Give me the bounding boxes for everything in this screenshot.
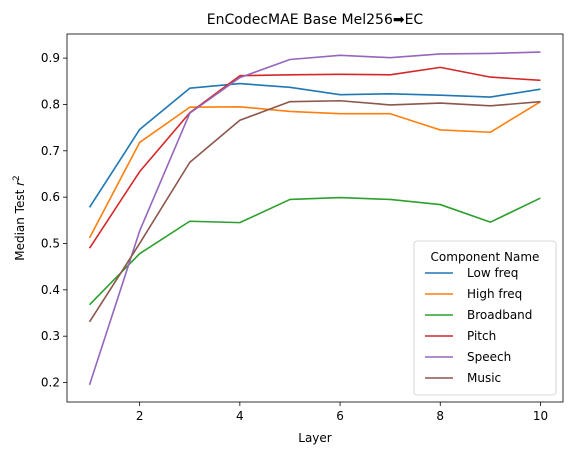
series-line-broadband bbox=[88, 196, 541, 306]
legend-label: Pitch bbox=[467, 329, 496, 343]
legend-label: Broadband bbox=[467, 308, 532, 322]
y-axis-label: Median Test r2 bbox=[12, 175, 27, 261]
legend-entry-low-freq: Low freq bbox=[425, 266, 518, 280]
legend-title: Component Name bbox=[431, 250, 540, 264]
x-axis-ticks: 2 4 6 8 10 bbox=[136, 402, 548, 423]
legend-entry-high-freq: High freq bbox=[425, 287, 522, 301]
x-tick-label: 8 bbox=[436, 409, 444, 423]
legend-items: Low freq High freq Broadband Pitch Speech Mus… bbox=[425, 266, 532, 385]
series-line-pitch bbox=[88, 66, 541, 249]
x-tick-label: 4 bbox=[236, 409, 244, 423]
y-tick-label: 0.6 bbox=[41, 190, 60, 204]
legend-entry-speech: Speech bbox=[425, 350, 511, 364]
legend-label: Speech bbox=[467, 350, 511, 364]
y-tick-label: 0.8 bbox=[41, 97, 60, 111]
series-line-high-freq bbox=[88, 100, 541, 239]
y-axis-label-superscript: 2 bbox=[12, 175, 22, 181]
series-line-speech bbox=[88, 51, 541, 386]
y-axis-ticks: 0.2 0.3 0.4 0.5 0.6 0.7 0.8 0.9 bbox=[41, 51, 67, 390]
legend: Component Name Low freq High freq Broadban… bbox=[413, 240, 557, 396]
legend-label: Low freq bbox=[467, 266, 518, 280]
y-tick-label: 0.7 bbox=[41, 144, 60, 158]
legend-label: High freq bbox=[467, 287, 522, 301]
x-tick-label: 2 bbox=[136, 409, 144, 423]
y-axis-label-text: Median Test bbox=[13, 186, 27, 261]
x-axis-label: Layer bbox=[298, 431, 332, 445]
y-tick-label: 0.3 bbox=[41, 329, 60, 343]
y-axis-label-variable: r bbox=[13, 180, 27, 186]
series-line-low-freq bbox=[88, 82, 541, 208]
y-tick-label: 0.5 bbox=[41, 236, 60, 250]
x-tick-label: 10 bbox=[533, 409, 548, 423]
y-tick-label: 0.2 bbox=[41, 376, 60, 390]
legend-label: Music bbox=[467, 371, 501, 385]
y-tick-label: 0.9 bbox=[41, 51, 60, 65]
legend-entry-broadband: Broadband bbox=[425, 308, 532, 322]
series-layer bbox=[88, 51, 541, 386]
legend-entry-music: Music bbox=[425, 371, 501, 385]
series-line-music bbox=[88, 99, 541, 323]
chart-title: EnCodecMAE Base Mel256➡EC bbox=[207, 12, 424, 28]
x-tick-label: 6 bbox=[336, 409, 344, 423]
legend-entry-pitch: Pitch bbox=[425, 329, 496, 343]
y-tick-label: 0.4 bbox=[41, 283, 60, 297]
plot-frame bbox=[66, 33, 564, 403]
